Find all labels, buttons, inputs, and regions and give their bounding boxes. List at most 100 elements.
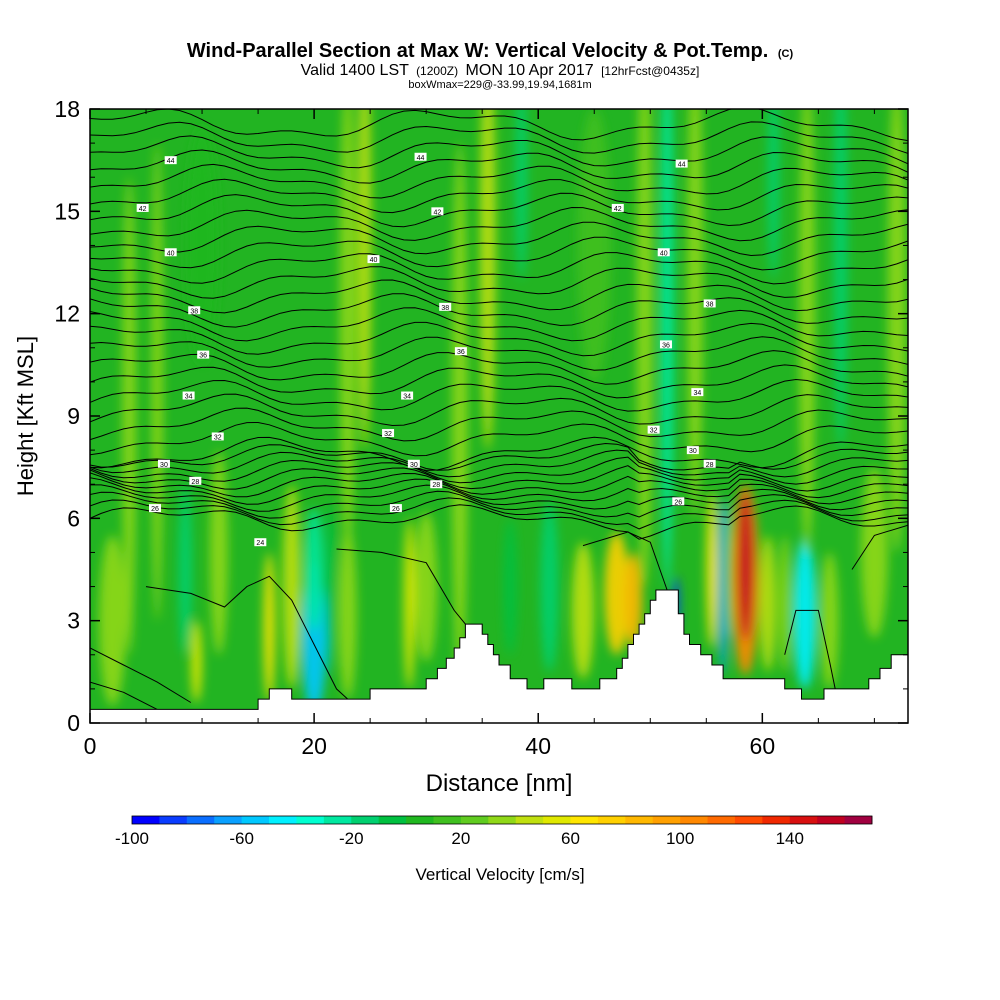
contour-label: 30 (686, 446, 699, 455)
velocity-plume (338, 528, 357, 700)
svg-text:24: 24 (256, 540, 264, 547)
contour-label: 34 (182, 391, 195, 401)
velocity-plume (503, 518, 517, 655)
y-tick-label: 6 (67, 505, 80, 531)
svg-text:34: 34 (693, 390, 701, 397)
velocity-plume (414, 511, 438, 662)
contour-label: 30 (407, 459, 420, 469)
colorbar-swatch (351, 816, 380, 824)
isentrope-contour (90, 472, 908, 499)
isentrope-contour (90, 192, 908, 228)
colorbar-tick-label: 20 (451, 829, 470, 848)
velocity-plume (185, 126, 219, 365)
plot-area: 44 42 40 38 36 34 32 30 28 26 24 44 42 40 38 36 34 32 30 28… (90, 109, 908, 723)
velocity-plume (451, 143, 468, 689)
isentrope-contour (90, 321, 908, 357)
title-mark: (C) (778, 48, 794, 60)
velocity-plume (624, 552, 643, 648)
contour-label: 28 (189, 476, 202, 486)
isentrope-contour (851, 524, 908, 570)
colorbar-swatch (707, 816, 736, 824)
svg-text:30: 30 (689, 448, 697, 455)
contour-label: 26 (389, 504, 402, 513)
svg-text:26: 26 (392, 506, 400, 513)
velocity-plume (834, 109, 848, 451)
colorbar-tick-label: -20 (339, 829, 364, 848)
velocity-plume (325, 501, 337, 672)
svg-text:26: 26 (674, 499, 682, 506)
colorbar-swatch (406, 816, 434, 824)
isentrope-contour (90, 497, 908, 530)
contour-label: 30 (157, 459, 170, 469)
contour-label: 38 (188, 306, 201, 315)
colorbar-swatch (844, 816, 873, 824)
colorbar-swatch (597, 816, 626, 824)
isentrope-contour (90, 436, 908, 471)
isentrope-contour (90, 121, 908, 154)
isentrope-contour (90, 504, 908, 540)
contour-label: 42 (611, 203, 624, 213)
isentrope-contour (145, 575, 349, 700)
isentrope-contour (90, 236, 908, 271)
isentrope-contour (90, 484, 908, 512)
svg-text:44: 44 (678, 162, 686, 169)
isentrope-contour (90, 293, 908, 328)
contour-label: 42 (431, 207, 444, 216)
velocity-plume (403, 518, 415, 689)
velocity-plume (767, 109, 780, 280)
contour-label: 42 (136, 203, 149, 213)
colorbar-swatch (159, 816, 188, 824)
contour-label: 24 (254, 538, 267, 547)
svg-text:30: 30 (160, 462, 168, 469)
contour-label: 44 (414, 152, 427, 162)
isentrope-contour (90, 442, 908, 471)
colorbar-swatch (433, 816, 462, 824)
colorbar-swatch (488, 816, 517, 824)
colorbar-swatch (543, 816, 571, 824)
contour-label: 38 (703, 299, 716, 308)
svg-text:36: 36 (662, 342, 670, 349)
chart-title: Wind-Parallel Section at Max W: Vertical… (187, 40, 794, 62)
velocity-plume (604, 531, 629, 655)
x-tick-label: 0 (84, 733, 97, 759)
velocity-plume (687, 109, 703, 519)
velocity-plume (357, 109, 372, 451)
colorbar-swatch (762, 816, 791, 824)
x-tick-label: 60 (750, 733, 776, 759)
isentrope-contour (90, 336, 908, 371)
isentrope-contour (90, 279, 908, 314)
y-tick-label: 12 (54, 301, 80, 327)
velocity-plume (793, 538, 817, 689)
y-tick-label: 18 (54, 96, 80, 122)
colorbar-swatch (132, 816, 160, 824)
svg-text:32: 32 (650, 428, 658, 435)
y-tick-label: 0 (67, 710, 80, 736)
isentrope-contour (90, 421, 908, 457)
velocity-plume (577, 109, 612, 382)
colorbar-swatch (214, 816, 243, 824)
svg-text:32: 32 (214, 434, 222, 441)
isentrope-contour (90, 206, 908, 242)
svg-text:38: 38 (190, 308, 198, 315)
colorbar-swatch (680, 816, 708, 824)
velocity-plume (479, 109, 496, 451)
contour-label: 40 (657, 248, 670, 257)
svg-text:38: 38 (706, 301, 714, 308)
terrain (90, 589, 908, 723)
contour-label: 34 (401, 391, 414, 401)
isentrope-contour (90, 178, 908, 214)
x-axis: 0 20 40 60 (84, 109, 875, 759)
svg-text:40: 40 (167, 250, 175, 257)
colorbar-tick-label: -60 (229, 829, 254, 848)
colorbar-tick-label: 60 (561, 829, 580, 848)
isentrope-contour (90, 647, 192, 703)
svg-text:36: 36 (199, 353, 207, 360)
y-tick-label: 3 (67, 608, 80, 634)
x-tick-label: 40 (525, 733, 551, 759)
colorbar-swatch (734, 816, 763, 824)
svg-text:38: 38 (441, 305, 449, 312)
isentrope-contour (90, 681, 158, 710)
velocity-plume (151, 143, 163, 621)
isentrope-contour (90, 407, 908, 442)
